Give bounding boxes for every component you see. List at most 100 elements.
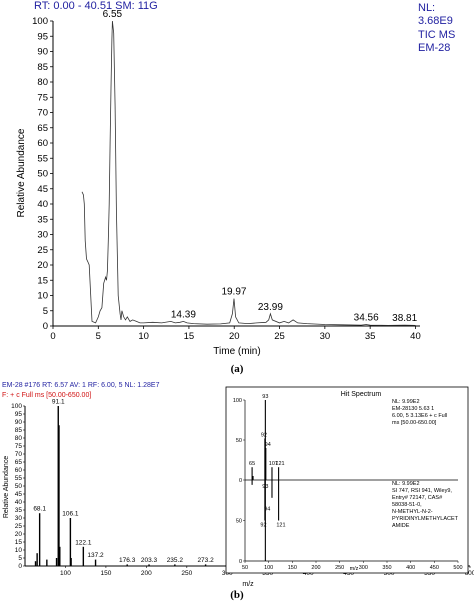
y-tick-label: 70 [15, 451, 23, 458]
x-tick-label: 40 [410, 331, 421, 342]
y-tick-label: 100 [11, 403, 22, 410]
y-tick-label: 15 [37, 275, 48, 286]
mass-spectrum-header: EM-28 #176 RT: 6.57 AV: 1 RF: 6.00, 5 NL… [2, 382, 160, 389]
x-tick-label: 450 [343, 570, 354, 577]
sample-peak-label: 92 [261, 432, 267, 438]
peak-retention-label: 23.99 [258, 302, 283, 313]
hit-spectrum-title: Hit Spectrum [341, 391, 382, 398]
library-peak-label: 92 [260, 523, 266, 529]
x-tick-label: 100 [60, 570, 71, 577]
y-tick-label: 100 [233, 398, 242, 404]
sample-spectrum-note: 6.00, 5 3.13E6 + c Full [392, 413, 447, 419]
x-tick-label: 10 [138, 331, 149, 342]
x-tick-label: 35 [365, 331, 376, 342]
y-tick-label: 5 [43, 306, 48, 317]
library-match-note: 58038-51-0, [392, 502, 422, 508]
x-tick-label: 350 [382, 565, 391, 571]
x-tick-label: 250 [181, 570, 192, 577]
y-tick-label: 100 [32, 16, 48, 27]
sample-peak-label: 93 [262, 394, 268, 400]
x-tick-label: 500 [453, 565, 462, 571]
y-tick-label: 45 [37, 184, 48, 195]
y-tick-label: 0 [18, 563, 22, 570]
mz-peak-label: 273.2 [197, 557, 214, 564]
y-tick-label: 20 [15, 531, 23, 538]
x-tick-label: 20 [229, 331, 240, 342]
peak-retention-label: 34.56 [354, 312, 379, 323]
x-tick-label: 550 [424, 570, 435, 577]
mass-spectrum-scan-filter: F: + c Full ms [50.00-650.00] [2, 392, 91, 399]
library-peak-label: 93 [262, 484, 268, 490]
x-tick-label: 200 [141, 570, 152, 577]
sample-peak-label: 107 [269, 461, 278, 467]
y-tick-label: 60 [15, 467, 23, 474]
y-tick-label: 25 [37, 245, 48, 256]
library-match-note: NL: 9.99E2 [392, 481, 420, 487]
y-tick-label: 0 [239, 478, 242, 484]
hit-spectrum-x-axis-label: m/z [350, 566, 359, 572]
y-tick-label: 90 [37, 47, 48, 58]
x-tick-label: 600 [465, 570, 474, 577]
y-tick-label: 25 [15, 523, 23, 530]
chromatogram-trace [81, 20, 416, 326]
y-tick-label: 45 [15, 491, 23, 498]
peak-retention-label: 6.55 [103, 9, 123, 20]
chromatogram-x-axis-label: Time (min) [213, 346, 260, 357]
x-tick-label: 450 [430, 565, 439, 571]
y-tick-label: 10 [37, 291, 48, 302]
x-tick-label: 300 [359, 565, 368, 571]
sample-spectrum-note: EM-28130 5.63 1 [392, 406, 434, 412]
y-tick-label: 80 [37, 77, 48, 88]
chromatogram-tic-label: TIC MS [418, 29, 455, 41]
y-tick-label: 85 [15, 427, 23, 434]
peak-retention-label: 38.81 [392, 313, 417, 324]
x-tick-label: 250 [335, 565, 344, 571]
panel-b-label: (b) [230, 589, 244, 601]
x-tick-label: 300 [222, 570, 233, 577]
sample-spectrum-note: NL: 9.99E2 [392, 399, 420, 405]
y-tick-label: 20 [37, 260, 48, 271]
library-match-note: AMIDE [392, 523, 410, 529]
mass-spectrum-y-axis-label: Relative Abundance [3, 456, 10, 518]
x-tick-label: 100 [264, 565, 273, 571]
y-tick-label: 95 [37, 31, 48, 42]
sample-peak-label: 121 [275, 461, 284, 467]
library-match-note: Entry# 72147, CAS# [392, 495, 443, 501]
y-tick-label: 90 [15, 419, 23, 426]
y-tick-label: 65 [15, 459, 23, 466]
x-tick-label: 5 [96, 331, 101, 342]
library-match-note: PYRIDINYLMETHYLACET [392, 516, 459, 522]
x-tick-label: 400 [303, 570, 314, 577]
y-tick-label: 95 [15, 411, 23, 418]
y-tick-label: 10 [15, 547, 23, 554]
peak-retention-label: 14.39 [171, 309, 196, 320]
y-tick-label: 50 [236, 519, 242, 525]
library-peak-label: 94 [264, 507, 270, 513]
y-tick-label: 30 [37, 230, 48, 241]
y-tick-label: 5 [18, 555, 22, 562]
y-tick-label: 30 [15, 515, 23, 522]
y-tick-label: 50 [236, 438, 242, 444]
x-tick-label: 0 [50, 331, 55, 342]
x-tick-label: 150 [100, 570, 111, 577]
x-tick-label: 400 [406, 565, 415, 571]
y-tick-label: 70 [37, 108, 48, 119]
mz-peak-label: 235.2 [167, 557, 184, 564]
y-tick-label: 15 [15, 539, 23, 546]
chromatogram-y-axis-label: Relative Abundance [16, 128, 27, 217]
y-tick-label: 0 [239, 559, 242, 565]
y-tick-label: 35 [37, 214, 48, 225]
mz-peak-label: 203.3 [141, 557, 158, 564]
y-tick-label: 50 [37, 169, 48, 180]
x-tick-label: 500 [384, 570, 395, 577]
sample-spectrum-note: ms [50.00-650.00] [392, 420, 437, 426]
library-match-note: SI 747, RSI 941, Wiley9, [392, 488, 452, 494]
chromatogram-header: RT: 0.00 - 40.51 SM: 11G [34, 0, 158, 12]
x-tick-label: 150 [288, 565, 297, 571]
chromatogram-sample-label: EM-28 [418, 42, 450, 54]
x-tick-label: 50 [242, 565, 248, 571]
mass-spectrum-x-axis-label: m/z [242, 581, 254, 588]
y-tick-label: 75 [15, 443, 23, 450]
mz-peak-label: 176.3 [119, 557, 136, 564]
